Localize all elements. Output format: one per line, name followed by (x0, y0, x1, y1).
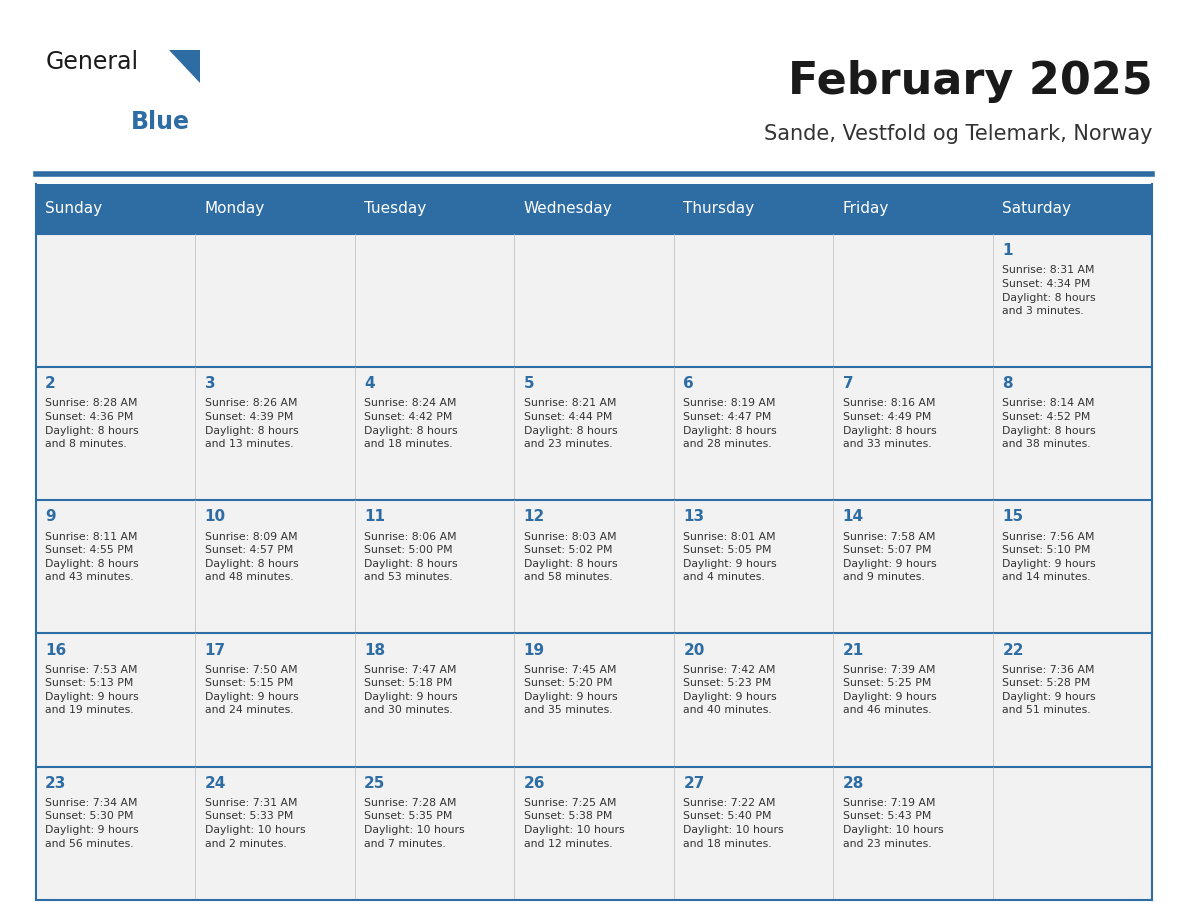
Text: February 2025: February 2025 (788, 60, 1152, 103)
Text: Sunrise: 7:50 AM
Sunset: 5:15 PM
Daylight: 9 hours
and 24 minutes.: Sunrise: 7:50 AM Sunset: 5:15 PM Dayligh… (204, 665, 298, 715)
Text: Sunrise: 8:28 AM
Sunset: 4:36 PM
Daylight: 8 hours
and 8 minutes.: Sunrise: 8:28 AM Sunset: 4:36 PM Dayligh… (45, 398, 139, 449)
Text: Sunrise: 8:06 AM
Sunset: 5:00 PM
Daylight: 8 hours
and 53 minutes.: Sunrise: 8:06 AM Sunset: 5:00 PM Dayligh… (365, 532, 457, 582)
Text: 8: 8 (1003, 376, 1013, 391)
Text: 1: 1 (1003, 243, 1013, 258)
Text: 14: 14 (842, 509, 864, 524)
Text: 22: 22 (1003, 643, 1024, 657)
Text: Sunrise: 7:22 AM
Sunset: 5:40 PM
Daylight: 10 hours
and 18 minutes.: Sunrise: 7:22 AM Sunset: 5:40 PM Dayligh… (683, 798, 784, 848)
Text: Sunrise: 7:45 AM
Sunset: 5:20 PM
Daylight: 9 hours
and 35 minutes.: Sunrise: 7:45 AM Sunset: 5:20 PM Dayligh… (524, 665, 618, 715)
Text: 10: 10 (204, 509, 226, 524)
Text: 21: 21 (842, 643, 864, 657)
Text: 25: 25 (365, 776, 386, 790)
Bar (36, 500, 1152, 633)
Text: 6: 6 (683, 376, 694, 391)
Text: Sande, Vestfold og Telemark, Norway: Sande, Vestfold og Telemark, Norway (764, 124, 1152, 144)
Text: Sunrise: 7:53 AM
Sunset: 5:13 PM
Daylight: 9 hours
and 19 minutes.: Sunrise: 7:53 AM Sunset: 5:13 PM Dayligh… (45, 665, 139, 715)
Text: 3: 3 (204, 376, 215, 391)
Text: 23: 23 (45, 776, 67, 790)
Text: 13: 13 (683, 509, 704, 524)
Text: 20: 20 (683, 643, 704, 657)
Text: 19: 19 (524, 643, 545, 657)
Text: Sunday: Sunday (45, 201, 102, 217)
Text: Friday: Friday (842, 201, 889, 217)
Text: Sunrise: 8:09 AM
Sunset: 4:57 PM
Daylight: 8 hours
and 48 minutes.: Sunrise: 8:09 AM Sunset: 4:57 PM Dayligh… (204, 532, 298, 582)
Text: Sunrise: 7:25 AM
Sunset: 5:38 PM
Daylight: 10 hours
and 12 minutes.: Sunrise: 7:25 AM Sunset: 5:38 PM Dayligh… (524, 798, 625, 848)
Text: Sunrise: 7:34 AM
Sunset: 5:30 PM
Daylight: 9 hours
and 56 minutes.: Sunrise: 7:34 AM Sunset: 5:30 PM Dayligh… (45, 798, 139, 848)
Text: 9: 9 (45, 509, 56, 524)
Bar (36, 367, 1152, 500)
Text: 15: 15 (1003, 509, 1023, 524)
Text: Sunrise: 8:03 AM
Sunset: 5:02 PM
Daylight: 8 hours
and 58 minutes.: Sunrise: 8:03 AM Sunset: 5:02 PM Dayligh… (524, 532, 618, 582)
Text: Sunrise: 7:39 AM
Sunset: 5:25 PM
Daylight: 9 hours
and 46 minutes.: Sunrise: 7:39 AM Sunset: 5:25 PM Dayligh… (842, 665, 936, 715)
Text: Sunrise: 8:11 AM
Sunset: 4:55 PM
Daylight: 8 hours
and 43 minutes.: Sunrise: 8:11 AM Sunset: 4:55 PM Dayligh… (45, 532, 139, 582)
Text: Sunrise: 7:58 AM
Sunset: 5:07 PM
Daylight: 9 hours
and 9 minutes.: Sunrise: 7:58 AM Sunset: 5:07 PM Dayligh… (842, 532, 936, 582)
Text: 12: 12 (524, 509, 545, 524)
Text: Sunrise: 8:01 AM
Sunset: 5:05 PM
Daylight: 9 hours
and 4 minutes.: Sunrise: 8:01 AM Sunset: 5:05 PM Dayligh… (683, 532, 777, 582)
Text: Sunrise: 7:28 AM
Sunset: 5:35 PM
Daylight: 10 hours
and 7 minutes.: Sunrise: 7:28 AM Sunset: 5:35 PM Dayligh… (365, 798, 465, 848)
Text: Sunrise: 8:14 AM
Sunset: 4:52 PM
Daylight: 8 hours
and 38 minutes.: Sunrise: 8:14 AM Sunset: 4:52 PM Dayligh… (1003, 398, 1097, 449)
Text: Sunrise: 8:26 AM
Sunset: 4:39 PM
Daylight: 8 hours
and 13 minutes.: Sunrise: 8:26 AM Sunset: 4:39 PM Dayligh… (204, 398, 298, 449)
Text: 27: 27 (683, 776, 704, 790)
Text: Sunrise: 8:24 AM
Sunset: 4:42 PM
Daylight: 8 hours
and 18 minutes.: Sunrise: 8:24 AM Sunset: 4:42 PM Dayligh… (365, 398, 457, 449)
Text: 2: 2 (45, 376, 56, 391)
Text: Sunrise: 7:36 AM
Sunset: 5:28 PM
Daylight: 9 hours
and 51 minutes.: Sunrise: 7:36 AM Sunset: 5:28 PM Dayligh… (1003, 665, 1097, 715)
Text: Tuesday: Tuesday (365, 201, 426, 217)
Text: 5: 5 (524, 376, 535, 391)
Text: 7: 7 (842, 376, 853, 391)
Bar (36, 767, 1152, 900)
Text: Wednesday: Wednesday (524, 201, 613, 217)
Text: Sunrise: 7:31 AM
Sunset: 5:33 PM
Daylight: 10 hours
and 2 minutes.: Sunrise: 7:31 AM Sunset: 5:33 PM Dayligh… (204, 798, 305, 848)
Text: 16: 16 (45, 643, 67, 657)
Text: Sunrise: 7:56 AM
Sunset: 5:10 PM
Daylight: 9 hours
and 14 minutes.: Sunrise: 7:56 AM Sunset: 5:10 PM Dayligh… (1003, 532, 1097, 582)
Text: Sunrise: 8:16 AM
Sunset: 4:49 PM
Daylight: 8 hours
and 33 minutes.: Sunrise: 8:16 AM Sunset: 4:49 PM Dayligh… (842, 398, 936, 449)
Text: 4: 4 (365, 376, 375, 391)
Polygon shape (169, 50, 200, 83)
Text: Sunrise: 8:21 AM
Sunset: 4:44 PM
Daylight: 8 hours
and 23 minutes.: Sunrise: 8:21 AM Sunset: 4:44 PM Dayligh… (524, 398, 618, 449)
Bar (36, 633, 1152, 767)
Text: Sunrise: 7:47 AM
Sunset: 5:18 PM
Daylight: 9 hours
and 30 minutes.: Sunrise: 7:47 AM Sunset: 5:18 PM Dayligh… (365, 665, 457, 715)
Text: Saturday: Saturday (1003, 201, 1072, 217)
Bar (36, 184, 1152, 234)
Text: 11: 11 (365, 509, 385, 524)
Text: 17: 17 (204, 643, 226, 657)
Text: Blue: Blue (131, 110, 190, 134)
Text: 24: 24 (204, 776, 226, 790)
Text: Sunrise: 8:31 AM
Sunset: 4:34 PM
Daylight: 8 hours
and 3 minutes.: Sunrise: 8:31 AM Sunset: 4:34 PM Dayligh… (1003, 265, 1097, 316)
Text: Sunrise: 8:19 AM
Sunset: 4:47 PM
Daylight: 8 hours
and 28 minutes.: Sunrise: 8:19 AM Sunset: 4:47 PM Dayligh… (683, 398, 777, 449)
Bar (36, 234, 1152, 367)
Text: Sunrise: 7:42 AM
Sunset: 5:23 PM
Daylight: 9 hours
and 40 minutes.: Sunrise: 7:42 AM Sunset: 5:23 PM Dayligh… (683, 665, 777, 715)
Text: Thursday: Thursday (683, 201, 754, 217)
Text: 28: 28 (842, 776, 864, 790)
Text: 26: 26 (524, 776, 545, 790)
Text: Sunrise: 7:19 AM
Sunset: 5:43 PM
Daylight: 10 hours
and 23 minutes.: Sunrise: 7:19 AM Sunset: 5:43 PM Dayligh… (842, 798, 943, 848)
Text: 18: 18 (365, 643, 385, 657)
Text: General: General (45, 50, 138, 74)
Text: Monday: Monday (204, 201, 265, 217)
